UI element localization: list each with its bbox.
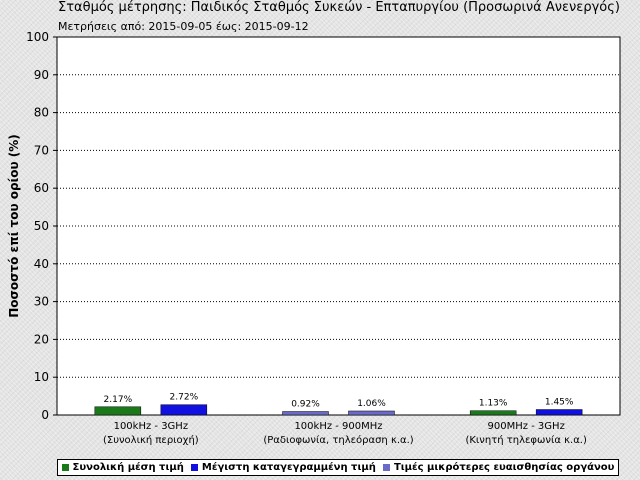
- y-tick-label: 100: [26, 30, 49, 44]
- bar-value-label: 1.06%: [357, 399, 386, 409]
- x-category-sublabel: (Κινητή τηλεφωνία κ.α.): [465, 434, 587, 446]
- bar-value-label: 1.13%: [479, 399, 508, 409]
- y-tick-label: 90: [34, 68, 49, 82]
- legend: Συνολική μέση τιμή Μέγιστη καταγεγραμμέν…: [57, 459, 619, 476]
- legend-item-below-sensitivity: Τιμές μικρότερες ευαισθησίας οργάνου: [382, 462, 615, 473]
- legend-swatch-average: [61, 464, 69, 471]
- y-tick-label: 10: [34, 370, 49, 384]
- y-tick-label: 0: [41, 408, 49, 422]
- bar-value-label: 1.45%: [545, 398, 574, 408]
- bar: [160, 404, 208, 416]
- bar-chart: 0 10 20 30 40 50 60 70 80 90 100 2.17% 2.72% 0.92% 1.…: [7, 30, 621, 446]
- y-tick-label: 20: [34, 332, 49, 346]
- x-category-sublabel: (Συνολική περιοχή): [103, 434, 199, 446]
- legend-item-average: Συνολική μέση τιμή: [61, 462, 184, 473]
- bar-value-labels: 2.17% 2.72% 0.92% 1.06% 1.13% 1.45%: [104, 393, 574, 410]
- y-tick-label: 80: [34, 106, 49, 120]
- x-category-sublabel: (Ραδιοφωνία, τηλεόραση κ.α.): [263, 434, 413, 446]
- bar: [282, 411, 329, 416]
- bar: [469, 410, 517, 416]
- legend-label-maximum: Μέγιστη καταγεγραμμένη τιμή: [201, 462, 376, 473]
- x-category-label: 900MHz - 3GHz: [487, 421, 564, 432]
- y-tick-label: 30: [34, 295, 49, 309]
- y-axis-label: Ποσοστό επί του ορίου (%): [7, 134, 21, 318]
- legend-label-below-sensitivity: Τιμές μικρότερες ευαισθησίας οργάνου: [393, 462, 615, 473]
- chart-title: Σταθμός μέτρησης: Παιδικός Σταθμός Συκεώ…: [58, 0, 620, 15]
- x-category-label: 100kHz - 900MHz: [294, 421, 382, 432]
- gridlines: [57, 74, 620, 378]
- chart-subtitle: Μετρήσεις από: 2015-09-05 έως: 2015-09-1…: [58, 20, 309, 33]
- y-tick-label: 40: [34, 257, 49, 271]
- legend-swatch-below-sensitivity: [382, 464, 390, 471]
- bar: [348, 410, 395, 416]
- y-tick-label: 60: [34, 181, 49, 195]
- bar-value-label: 2.72%: [170, 393, 199, 403]
- y-axis-ticks: 0 10 20 30 40 50 60 70 80 90 100: [26, 30, 57, 422]
- legend-swatch-maximum: [190, 464, 198, 471]
- legend-item-maximum: Μέγιστη καταγεγραμμένη τιμή: [190, 462, 376, 473]
- x-category-label: 100kHz - 3GHz: [114, 421, 189, 432]
- x-axis-labels: 100kHz - 3GHz (Συνολική περιοχή) 100kHz - …: [103, 421, 587, 446]
- y-tick-label: 50: [34, 219, 49, 233]
- legend-label-average: Συνολική μέση τιμή: [72, 462, 184, 473]
- y-tick-label: 70: [34, 143, 49, 157]
- bars: [94, 404, 583, 416]
- bar: [94, 406, 142, 416]
- bar-value-label: 2.17%: [104, 395, 133, 405]
- bar-value-label: 0.92%: [291, 400, 320, 410]
- bar: [535, 409, 583, 416]
